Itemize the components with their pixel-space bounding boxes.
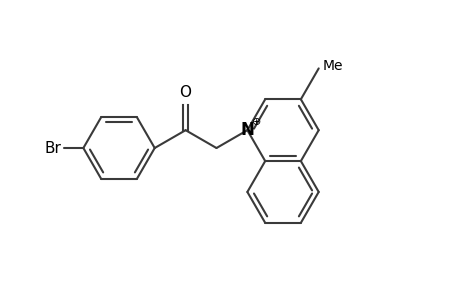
Text: Me: Me (322, 59, 342, 74)
Text: ⊕: ⊕ (251, 117, 260, 127)
Text: O: O (179, 85, 191, 100)
Text: Br: Br (45, 140, 62, 155)
Text: N: N (240, 121, 254, 139)
